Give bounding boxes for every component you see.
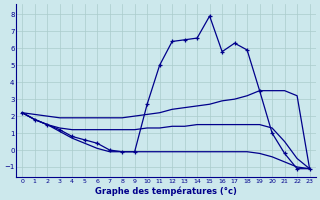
X-axis label: Graphe des températures (°c): Graphe des températures (°c) [95,186,237,196]
